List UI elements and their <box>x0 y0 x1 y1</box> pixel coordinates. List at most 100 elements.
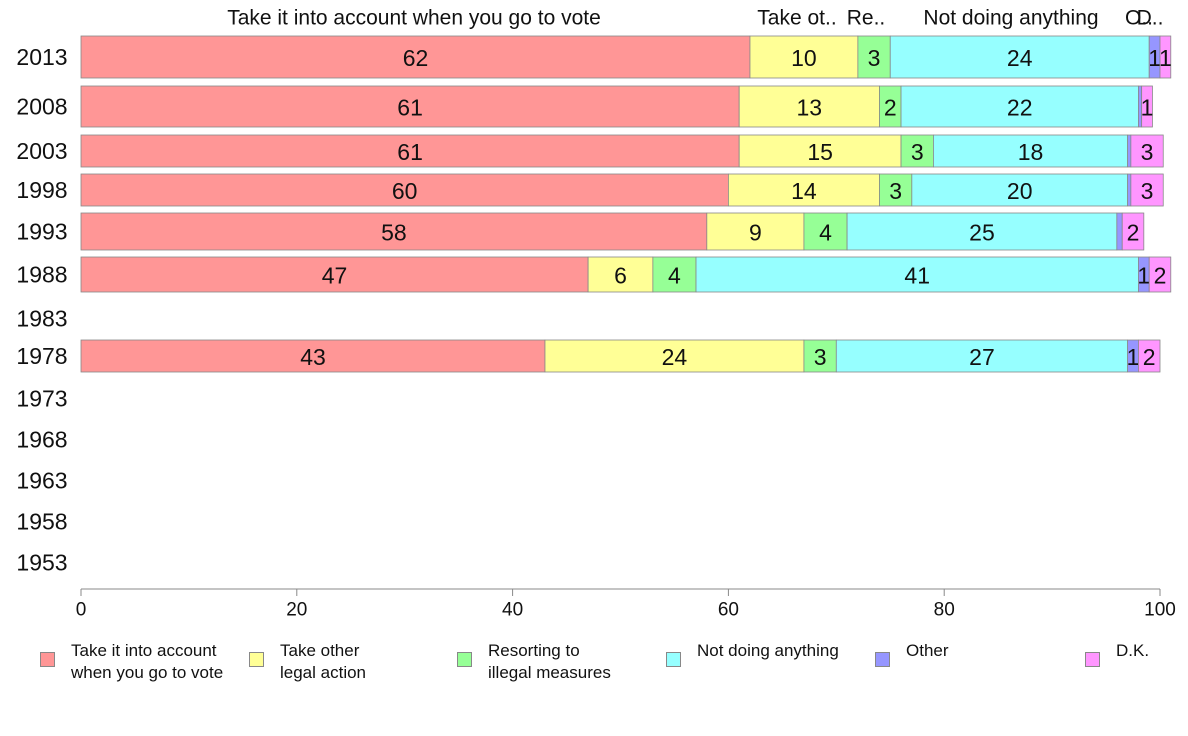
legend-item-1: Take it into account when you go to vote <box>40 640 223 684</box>
data-label-2003-3: 3 <box>911 139 924 165</box>
data-label-1993-1: 58 <box>381 220 407 246</box>
data-label-1978-6: 2 <box>1143 344 1156 370</box>
bar-1978-1 <box>80 339 546 373</box>
legend-item-4: Not doing anything <box>666 640 839 667</box>
data-label-1988-5: 1 <box>1137 263 1150 289</box>
data-label-2013-4: 24 <box>1007 45 1033 71</box>
data-label-1998-6: 3 <box>1141 178 1154 204</box>
data-label-1998-3: 3 <box>889 178 902 204</box>
data-label-2013-5: 1 <box>1148 45 1161 71</box>
data-label-1993-6: 2 <box>1127 220 1140 246</box>
data-label-1993-2: 9 <box>749 220 762 246</box>
category-label-1968: 1968 <box>16 427 67 453</box>
data-label-2003-4: 18 <box>1018 139 1044 165</box>
legend-swatch-1 <box>40 652 55 667</box>
bar-1988-2 <box>587 256 654 293</box>
bar-1993-4 <box>846 212 1118 251</box>
category-label-1978: 1978 <box>16 343 67 369</box>
data-label-2008-4: 22 <box>1007 95 1033 121</box>
legend-item-5: Other <box>875 640 949 667</box>
category-label-1998: 1998 <box>16 177 67 203</box>
category-label-1983: 1983 <box>16 306 67 332</box>
bar-2003-1 <box>80 134 740 168</box>
bar-2003-3 <box>900 134 934 168</box>
data-label-1978-3: 3 <box>814 344 827 370</box>
legend-swatch-4 <box>666 652 681 667</box>
category-label-1958: 1958 <box>16 509 67 535</box>
top-series-label-3: Re.. <box>847 7 886 30</box>
data-label-1988-1: 47 <box>322 263 348 289</box>
top-series-label-1: Take it into account when you go to vote <box>227 7 601 30</box>
bar-1998-4 <box>911 173 1129 207</box>
legend-item-6: D.K. <box>1085 640 1149 667</box>
bar-1998-1 <box>80 173 729 207</box>
bar-1978-4 <box>835 339 1129 373</box>
bar-2003-6 <box>1130 134 1164 168</box>
legend-label-6: D.K. <box>1116 641 1150 660</box>
bar-2013-4 <box>889 35 1150 79</box>
legend-swatch-3 <box>457 652 472 667</box>
legend-swatch-6 <box>1085 652 1100 667</box>
bar-1978-6 <box>1138 339 1161 373</box>
legend-item-3: Resorting to illegal measures <box>457 640 611 684</box>
bar-2013-3 <box>857 35 891 79</box>
bar-1993-5 <box>1116 212 1123 251</box>
category-label-1973: 1973 <box>16 386 67 412</box>
legend-label-5: Other <box>906 641 949 660</box>
bar-2003-4 <box>933 134 1129 168</box>
legend-swatch-2 <box>249 652 264 667</box>
top-series-label-6: D.. <box>1137 7 1164 30</box>
legend-item-2: Take other legal action <box>249 640 366 684</box>
legend-label-1: Take it into account when you go to vote <box>71 641 224 682</box>
bar-1998-3 <box>879 173 913 207</box>
bar-1998-5 <box>1127 173 1132 207</box>
bar-1998-2 <box>728 173 880 207</box>
data-label-1978-4: 27 <box>969 344 995 370</box>
data-label-1978-5: 1 <box>1127 344 1140 370</box>
bar-1988-3 <box>652 256 697 293</box>
stacked-bar-chart: 2013200820031998199319881983197819731968… <box>16 7 1175 621</box>
x-tick-label-0: 0 <box>76 600 87 621</box>
data-label-2013-2: 10 <box>791 45 817 71</box>
data-label-1978-1: 43 <box>300 344 326 370</box>
data-label-2008-1: 61 <box>397 95 423 121</box>
x-tick-label-40: 40 <box>502 600 523 621</box>
legend: Take it into account when you go to vote… <box>0 636 1188 696</box>
data-label-1993-4: 25 <box>969 220 995 246</box>
category-label-2008: 2008 <box>16 94 67 120</box>
bar-1988-4 <box>695 256 1139 293</box>
category-label-2013: 2013 <box>16 44 67 70</box>
bar-2013-2 <box>749 35 859 79</box>
bar-1993-3 <box>803 212 848 251</box>
data-label-1988-2: 6 <box>614 263 627 289</box>
bar-2003-5 <box>1127 134 1132 168</box>
bar-1988-1 <box>80 256 589 293</box>
data-label-1988-6: 2 <box>1154 263 1167 289</box>
x-tick-label-20: 20 <box>286 600 307 621</box>
data-label-2008-6: 1 <box>1141 95 1154 121</box>
data-label-2013-3: 3 <box>868 45 881 71</box>
category-label-1963: 1963 <box>16 468 67 494</box>
x-tick-label-60: 60 <box>718 600 739 621</box>
legend-swatch-5 <box>875 652 890 667</box>
data-label-2003-6: 3 <box>1141 139 1154 165</box>
top-series-label-5: O.. <box>1125 7 1153 30</box>
x-tick-label-80: 80 <box>934 600 955 621</box>
bar-2008-4 <box>900 85 1139 128</box>
data-label-2003-2: 15 <box>807 139 833 165</box>
top-series-label-4: Not doing anything <box>923 7 1098 30</box>
data-label-1998-2: 14 <box>791 178 817 204</box>
data-label-2013-6: 1 <box>1159 45 1172 71</box>
data-label-1998-1: 60 <box>392 178 418 204</box>
legend-label-3: Resorting to illegal measures <box>488 641 611 682</box>
category-label-1993: 1993 <box>16 219 67 245</box>
bar-1993-2 <box>706 212 805 251</box>
data-label-1998-4: 20 <box>1007 178 1033 204</box>
bar-2013-1 <box>80 35 751 79</box>
category-label-2003: 2003 <box>16 138 67 164</box>
bar-1988-6 <box>1148 256 1172 293</box>
data-label-2008-3: 2 <box>884 95 897 121</box>
bar-1998-6 <box>1130 173 1164 207</box>
top-series-label-2: Take ot.. <box>757 7 836 30</box>
data-label-1978-2: 24 <box>662 344 688 370</box>
